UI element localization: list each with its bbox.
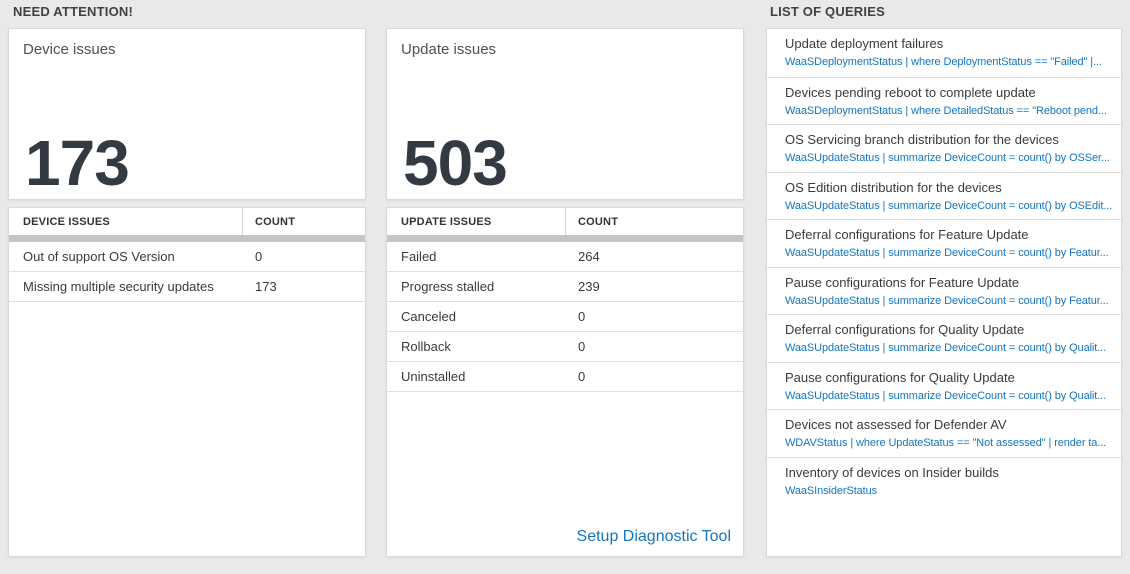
device-issues-table-header: DEVICE ISSUES COUNT bbox=[9, 208, 365, 235]
update-issues-table-header: UPDATE ISSUES COUNT bbox=[387, 208, 743, 235]
issue-cell: Canceled bbox=[401, 309, 456, 324]
query-code-link[interactable]: WaaSUpdateStatus | summarize DeviceCount… bbox=[785, 247, 1109, 259]
table-row[interactable]: Progress stalled 239 bbox=[387, 272, 743, 302]
issue-cell: Uninstalled bbox=[401, 369, 466, 384]
query-code-link[interactable]: WaaSDeploymentStatus | where DetailedSta… bbox=[785, 104, 1107, 117]
table-row[interactable]: Uninstalled 0 bbox=[387, 362, 743, 392]
issue-cell: Rollback bbox=[401, 339, 451, 354]
setup-diagnostic-tool-link[interactable]: Setup Diagnostic Tool bbox=[576, 528, 731, 545]
query-code-link[interactable]: WDAVStatus | where UpdateStatus == "Not … bbox=[785, 437, 1107, 449]
query-code-link[interactable]: WaaSUpdateStatus | summarize DeviceCount… bbox=[785, 294, 1109, 307]
query-item[interactable]: Update deployment failures WaaSDeploymen… bbox=[767, 29, 1121, 77]
issue-cell: Out of support OS Version bbox=[23, 249, 175, 264]
count-cell: 239 bbox=[578, 279, 600, 294]
issue-cell: Missing multiple security updates bbox=[23, 279, 214, 294]
device-issues-tile-title: Device issues bbox=[23, 41, 116, 58]
list-of-queries-section-label: LIST OF QUERIES bbox=[770, 4, 885, 19]
query-item[interactable]: Devices pending reboot to complete updat… bbox=[767, 76, 1121, 125]
count-cell: 0 bbox=[255, 249, 263, 264]
query-code-link[interactable]: WaaSInsiderStatus bbox=[785, 484, 878, 497]
query-item[interactable]: Pause configurations for Quality Update … bbox=[767, 361, 1121, 410]
device-issues-tile[interactable]: Device issues 173 bbox=[8, 28, 366, 200]
query-item[interactable]: Inventory of devices on Insider builds W… bbox=[767, 456, 1121, 505]
update-issues-count-value: 503 bbox=[403, 126, 508, 199]
query-title: OS Servicing branch distribution for the… bbox=[785, 132, 1059, 147]
query-title: Deferral configurations for Feature Upda… bbox=[785, 227, 1029, 242]
table-row[interactable]: Missing multiple security updates 173 bbox=[9, 272, 365, 302]
device-issues-column-header: DEVICE ISSUES bbox=[9, 208, 243, 235]
need-attention-section-label: NEED ATTENTION! bbox=[13, 4, 133, 19]
table-row[interactable]: Rollback 0 bbox=[387, 332, 743, 362]
table-row[interactable]: Canceled 0 bbox=[387, 302, 743, 332]
query-title: Inventory of devices on Insider builds bbox=[785, 464, 999, 480]
count-cell: 264 bbox=[578, 249, 600, 264]
horizontal-scrollbar[interactable] bbox=[9, 235, 365, 242]
list-of-queries-panel: Update deployment failures WaaSDeploymen… bbox=[766, 28, 1122, 557]
update-issues-tile-title: Update issues bbox=[401, 41, 497, 58]
query-item[interactable]: Deferral configurations for Quality Upda… bbox=[767, 314, 1121, 362]
count-column-header: COUNT bbox=[578, 215, 619, 228]
query-item[interactable]: OS Servicing branch distribution for the… bbox=[767, 124, 1121, 172]
query-item[interactable]: Pause configurations for Feature Update … bbox=[767, 266, 1121, 315]
query-title: Pause configurations for Quality Update bbox=[785, 369, 1015, 385]
count-cell: 173 bbox=[255, 279, 277, 294]
issue-cell: Failed bbox=[401, 249, 437, 264]
query-title: Devices pending reboot to complete updat… bbox=[785, 84, 1036, 100]
query-code-link[interactable]: WaaSUpdateStatus | summarize DeviceCount… bbox=[785, 152, 1110, 164]
query-code-link[interactable]: WaaSUpdateStatus | summarize DeviceCount… bbox=[785, 342, 1107, 354]
update-issues-tile[interactable]: Update issues 503 bbox=[386, 28, 744, 200]
count-cell: 0 bbox=[578, 309, 586, 324]
query-title: Pause configurations for Feature Update bbox=[785, 274, 1020, 290]
count-cell: 0 bbox=[578, 369, 586, 384]
query-title: Update deployment failures bbox=[785, 36, 944, 51]
update-issues-table: UPDATE ISSUES COUNT Failed 264 Progress … bbox=[386, 207, 744, 557]
device-issues-table: DEVICE ISSUES COUNT Out of support OS Ve… bbox=[8, 207, 366, 557]
update-issues-column-header: UPDATE ISSUES bbox=[387, 208, 566, 235]
query-code-link[interactable]: WaaSDeploymentStatus | where DeploymentS… bbox=[785, 56, 1102, 68]
query-item[interactable]: Devices not assessed for Defender AV WDA… bbox=[767, 409, 1121, 457]
query-title: OS Edition distribution for the devices bbox=[785, 179, 1002, 195]
issue-cell: Progress stalled bbox=[401, 279, 495, 294]
count-column-header: COUNT bbox=[255, 215, 296, 228]
query-title: Devices not assessed for Defender AV bbox=[785, 417, 1007, 432]
query-code-link[interactable]: WaaSUpdateStatus | summarize DeviceCount… bbox=[785, 199, 1113, 212]
table-row[interactable]: Failed 264 bbox=[387, 242, 743, 272]
horizontal-scrollbar[interactable] bbox=[387, 235, 743, 242]
table-row[interactable]: Out of support OS Version 0 bbox=[9, 242, 365, 272]
device-issues-count-value: 173 bbox=[25, 126, 130, 199]
query-code-link[interactable]: WaaSUpdateStatus | summarize DeviceCount… bbox=[785, 389, 1107, 402]
query-title: Deferral configurations for Quality Upda… bbox=[785, 322, 1025, 337]
query-item[interactable]: Deferral configurations for Feature Upda… bbox=[767, 219, 1121, 267]
query-item[interactable]: OS Edition distribution for the devices … bbox=[767, 171, 1121, 220]
count-cell: 0 bbox=[578, 339, 586, 354]
